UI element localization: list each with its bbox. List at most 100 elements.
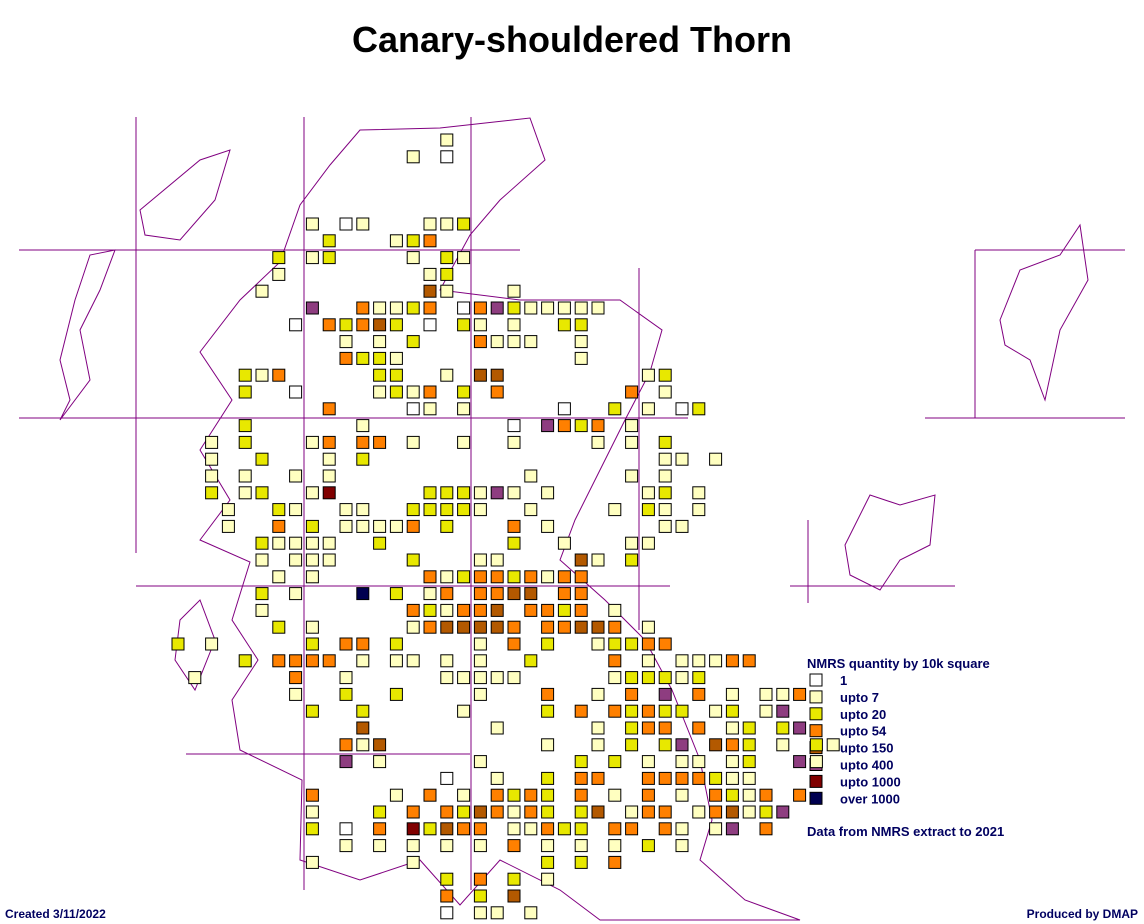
record-square <box>625 435 639 449</box>
record-square <box>658 486 672 500</box>
record-square <box>339 755 353 769</box>
record-square <box>339 503 353 517</box>
record-square <box>289 687 303 701</box>
record-square <box>591 738 605 752</box>
record-square <box>625 419 639 433</box>
record-square <box>205 452 219 466</box>
record-square <box>389 587 403 601</box>
record-square <box>709 822 723 836</box>
record-square <box>272 267 286 281</box>
record-square <box>608 503 622 517</box>
record-square <box>322 318 336 332</box>
record-square <box>373 351 387 365</box>
record-square <box>591 805 605 819</box>
record-square <box>608 755 622 769</box>
record-square <box>457 822 471 836</box>
record-square <box>675 402 689 416</box>
record-square <box>305 855 319 869</box>
record-square <box>473 620 487 634</box>
record-square <box>524 570 538 584</box>
record-square <box>356 419 370 433</box>
record-square <box>608 822 622 836</box>
legend-swatch <box>809 774 823 788</box>
record-square <box>507 872 521 886</box>
record-square <box>625 704 639 718</box>
record-square <box>389 351 403 365</box>
record-square <box>776 738 790 752</box>
record-square <box>339 318 353 332</box>
record-square <box>557 318 571 332</box>
record-square <box>389 318 403 332</box>
record-square <box>742 788 756 802</box>
record-square <box>776 805 790 819</box>
record-square <box>625 553 639 567</box>
record-square <box>541 519 555 533</box>
record-square <box>608 839 622 853</box>
record-square <box>725 654 739 668</box>
record-square <box>625 637 639 651</box>
record-square <box>473 503 487 517</box>
record-square <box>440 620 454 634</box>
record-square <box>793 721 807 735</box>
record-square <box>473 368 487 382</box>
record-square <box>440 587 454 601</box>
record-square <box>457 301 471 315</box>
record-square <box>759 805 773 819</box>
record-square <box>373 839 387 853</box>
record-square <box>272 251 286 265</box>
record-square <box>289 536 303 550</box>
record-square <box>692 402 706 416</box>
record-square <box>457 318 471 332</box>
record-square <box>524 469 538 483</box>
record-square <box>692 721 706 735</box>
record-square <box>440 603 454 617</box>
record-square <box>557 587 571 601</box>
record-square <box>641 536 655 550</box>
record-square <box>557 419 571 433</box>
record-square <box>373 335 387 349</box>
record-square <box>591 301 605 315</box>
record-square <box>356 721 370 735</box>
record-square <box>221 503 235 517</box>
record-square <box>188 671 202 685</box>
record-square <box>725 788 739 802</box>
record-square <box>641 620 655 634</box>
record-square <box>507 839 521 853</box>
record-square <box>389 385 403 399</box>
record-square <box>423 267 437 281</box>
record-square <box>322 536 336 550</box>
record-square <box>608 654 622 668</box>
record-square <box>658 435 672 449</box>
legend-swatch <box>809 724 823 738</box>
record-square <box>238 385 252 399</box>
record-square <box>406 822 420 836</box>
record-square <box>574 553 588 567</box>
record-square <box>473 839 487 853</box>
record-square <box>440 503 454 517</box>
record-square <box>725 721 739 735</box>
record-square <box>692 805 706 819</box>
record-square <box>440 771 454 785</box>
record-square <box>205 486 219 500</box>
record-square <box>238 435 252 449</box>
record-square <box>457 486 471 500</box>
record-square <box>457 570 471 584</box>
record-square <box>608 788 622 802</box>
record-square <box>507 335 521 349</box>
record-square <box>725 738 739 752</box>
record-square <box>574 771 588 785</box>
record-square <box>356 217 370 231</box>
record-square <box>675 671 689 685</box>
record-square <box>742 721 756 735</box>
record-square <box>255 368 269 382</box>
record-square <box>272 368 286 382</box>
record-square <box>305 519 319 533</box>
record-square <box>759 687 773 701</box>
record-square <box>776 704 790 718</box>
record-square <box>473 671 487 685</box>
record-square <box>608 620 622 634</box>
record-square <box>339 839 353 853</box>
record-square <box>255 587 269 601</box>
record-square <box>255 603 269 617</box>
record-square <box>423 234 437 248</box>
